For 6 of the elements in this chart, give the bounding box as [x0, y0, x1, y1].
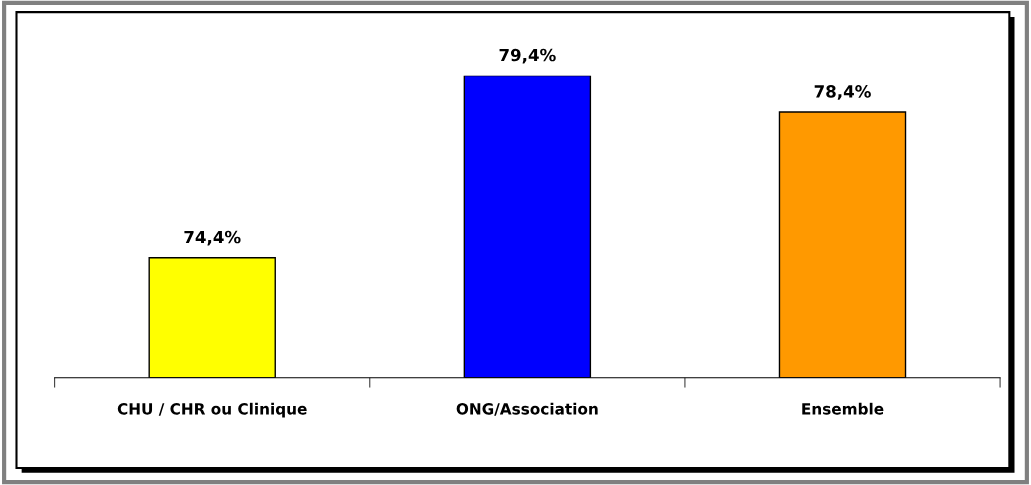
data-label: 78,4% [814, 85, 871, 100]
x-tick-label: Ensemble [802, 402, 884, 415]
x-tick-label: ONG/Association [456, 402, 598, 416]
data-label: 79,4% [499, 48, 556, 64]
x-tick-label: CHU / CHR ou Clinique [117, 402, 307, 418]
data-label: 74,4% [184, 230, 241, 246]
